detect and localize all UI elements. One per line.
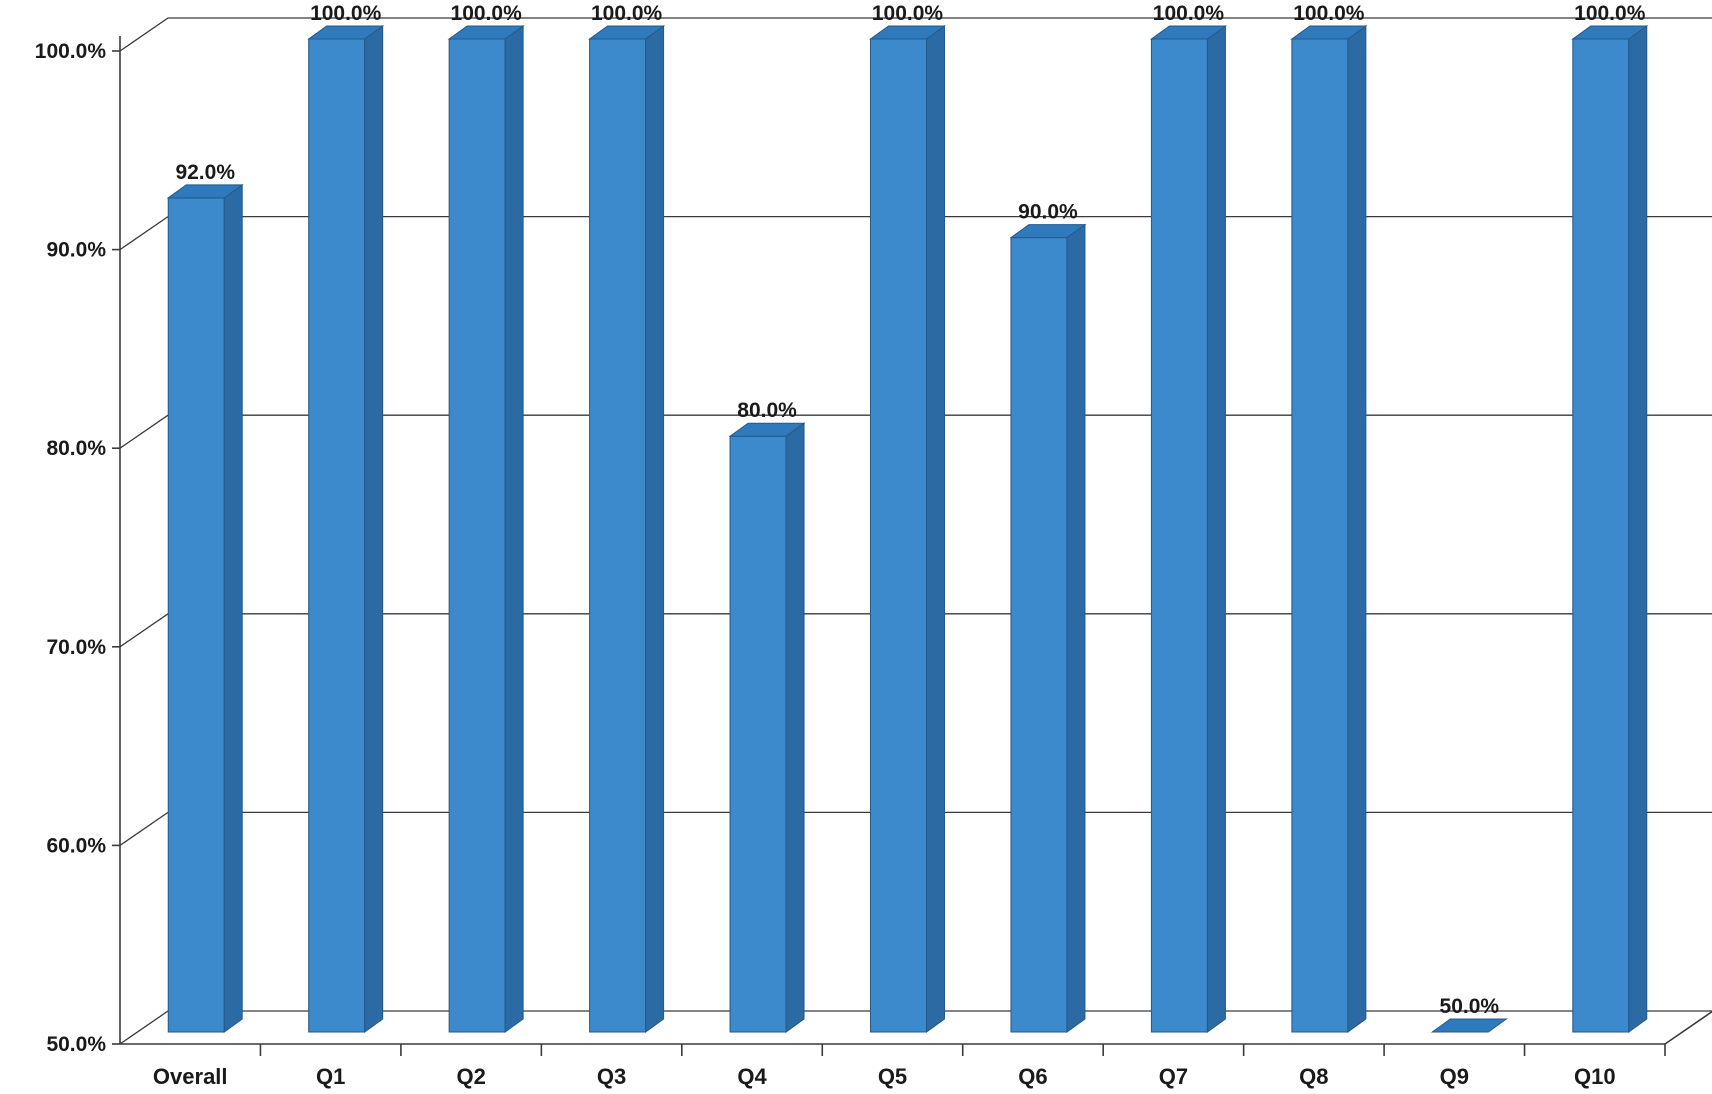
bar-top-face <box>1009 224 1087 239</box>
y-tick-label: 60.0% <box>46 834 106 857</box>
gridline <box>119 17 1712 52</box>
data-label: 100.0% <box>451 2 523 25</box>
bar-top-face <box>1571 25 1649 40</box>
bar[interactable] <box>728 422 806 1033</box>
data-label: 100.0% <box>1293 2 1365 25</box>
x-axis-depth <box>1664 1010 1712 1045</box>
bar-front-face <box>167 197 225 1033</box>
y-tick-label: 80.0% <box>46 437 106 460</box>
x-tick-label: Q3 <box>597 1064 626 1089</box>
bar-front-face <box>448 38 506 1033</box>
bar-front-face <box>1572 38 1630 1033</box>
bar-top-face <box>307 25 385 40</box>
data-label: 100.0% <box>310 2 382 25</box>
bar-top-face <box>1149 25 1227 40</box>
labels-layer: 50.0% 60.0% 70.0% 80.0% 90.0% 100.0% Overall 92… <box>35 2 1646 1089</box>
bar-front-face <box>1150 38 1208 1033</box>
bar-top-face <box>1430 1018 1508 1033</box>
bar[interactable] <box>1009 223 1087 1033</box>
bar-front-face <box>308 38 366 1033</box>
data-label: 50.0% <box>1440 995 1500 1018</box>
data-label: 100.0% <box>1153 2 1225 25</box>
x-tick-label: Q9 <box>1440 1064 1469 1089</box>
x-tick-label: Q6 <box>1018 1064 1047 1089</box>
bar-side-face <box>645 25 665 1033</box>
x-tick-label: Q5 <box>878 1064 907 1089</box>
bar[interactable] <box>1149 25 1227 1033</box>
x-tick-label: Q8 <box>1299 1064 1328 1089</box>
bar-side-face <box>223 183 243 1033</box>
bar-side-face <box>504 25 524 1033</box>
data-label: 100.0% <box>1574 2 1646 25</box>
bar[interactable] <box>868 25 947 1033</box>
bar-front-face <box>589 38 647 1033</box>
bars-layer <box>166 25 1649 1033</box>
bar-side-face <box>1347 25 1367 1033</box>
bar-top-face <box>588 25 666 40</box>
bar[interactable] <box>1571 25 1649 1033</box>
bar-side-face <box>926 25 945 1033</box>
bar-top-face <box>166 184 244 199</box>
bar-front-face <box>1010 237 1068 1033</box>
bar[interactable] <box>447 25 525 1033</box>
y-tick-label: 90.0% <box>46 239 106 262</box>
bar-top-face <box>868 25 947 40</box>
x-tick-label: Q4 <box>737 1064 767 1089</box>
bar-front-face <box>1291 38 1349 1033</box>
data-label: 100.0% <box>872 2 944 25</box>
x-tick-label: Q10 <box>1574 1064 1616 1089</box>
bar-side-face <box>1206 25 1226 1033</box>
x-tick-label: Q7 <box>1159 1064 1188 1089</box>
y-tick-label: 50.0% <box>46 1033 106 1056</box>
bar[interactable] <box>588 25 666 1033</box>
bar-side-face <box>785 422 805 1033</box>
bar-front-face <box>870 38 927 1033</box>
bar[interactable] <box>166 183 244 1033</box>
bar-top-face <box>447 25 525 40</box>
bar-side-face <box>1066 223 1086 1033</box>
data-label: 92.0% <box>175 161 235 184</box>
bar[interactable] <box>1430 1018 1508 1033</box>
x-tick-label: Q2 <box>456 1064 485 1089</box>
y-tick-label: 70.0% <box>46 636 106 659</box>
bar[interactable] <box>1290 25 1368 1033</box>
data-label: 80.0% <box>737 399 797 422</box>
x-tick-label: Q1 <box>316 1064 345 1089</box>
x-tick-label: Overall <box>153 1064 228 1089</box>
bar-side-face <box>1628 25 1648 1033</box>
data-label: 100.0% <box>591 2 663 25</box>
bar[interactable] <box>307 25 385 1033</box>
bar-top-face <box>728 422 806 437</box>
bar-side-face <box>364 25 384 1033</box>
bar-top-face <box>1290 25 1368 40</box>
data-label: 90.0% <box>1018 201 1078 224</box>
bar-front-face <box>729 435 787 1033</box>
y-tick-label: 100.0% <box>35 40 107 63</box>
